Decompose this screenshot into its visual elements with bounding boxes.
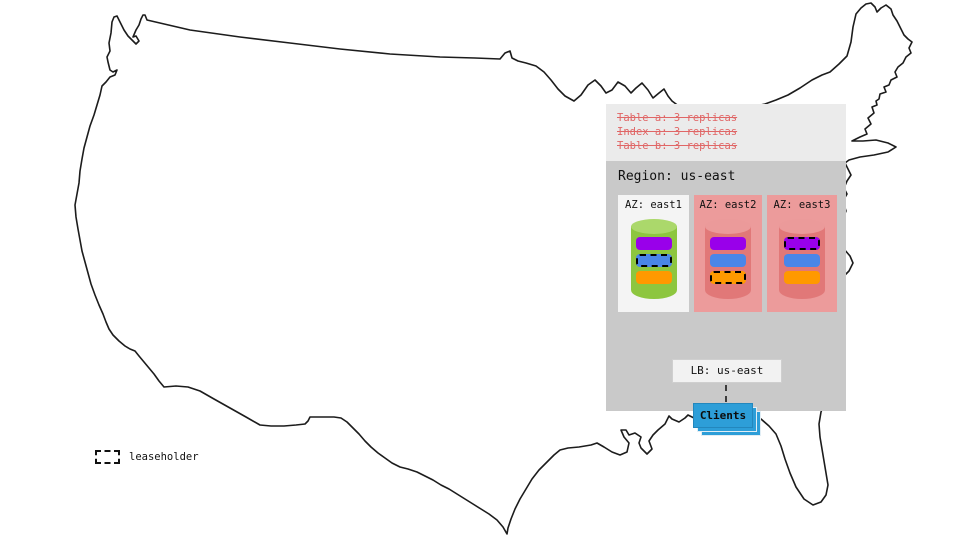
database-cylinder-east3 bbox=[779, 219, 825, 299]
cylinder-top-ellipse bbox=[779, 219, 825, 234]
policy-line-table-a: Table a: 3 replicas bbox=[617, 112, 738, 124]
replica-list-east2 bbox=[710, 237, 746, 284]
load-balancer-box: LB: us-east bbox=[672, 359, 782, 383]
clients-box: Clients bbox=[693, 403, 753, 428]
legend: leaseholder bbox=[95, 450, 199, 464]
region-overlay-panel: Table a: 3 replicas Index a: 3 replicas … bbox=[606, 104, 846, 436]
az-label-east2: AZ: east2 bbox=[699, 199, 757, 211]
database-cylinder-east1 bbox=[630, 219, 677, 299]
database-cylinder-east2 bbox=[705, 219, 751, 299]
az-box-east1: AZ: east1 bbox=[618, 195, 689, 312]
policy-line-table-b: Table b: 3 replicas bbox=[617, 140, 738, 152]
replica-list-east1 bbox=[635, 237, 672, 284]
cylinder-top-ellipse bbox=[630, 219, 677, 234]
leaseholder-swatch-icon bbox=[95, 450, 120, 464]
replica-blue bbox=[784, 254, 820, 267]
replica-orange bbox=[635, 271, 672, 284]
replication-policies-panel: Table a: 3 replicas Index a: 3 replicas … bbox=[606, 104, 846, 161]
az-label-east3: AZ: east3 bbox=[773, 199, 831, 211]
replica-blue bbox=[710, 254, 746, 267]
az-box-east3: AZ: east3 bbox=[767, 195, 837, 312]
replica-purple-leaseholder bbox=[784, 237, 820, 250]
replica-orange bbox=[784, 271, 820, 284]
region-panel: Region: us-east AZ: east1 AZ: east2 bbox=[606, 161, 846, 436]
replica-orange-leaseholder bbox=[710, 271, 746, 284]
clients-stack: Clients bbox=[693, 403, 769, 443]
az-label-east1: AZ: east1 bbox=[625, 199, 682, 211]
legend-label: leaseholder bbox=[129, 451, 199, 463]
replica-blue-leaseholder bbox=[635, 254, 672, 267]
replica-list-east3 bbox=[784, 237, 820, 284]
replica-purple bbox=[635, 237, 672, 250]
replica-purple bbox=[710, 237, 746, 250]
region-title: Region: us-east bbox=[618, 169, 736, 184]
policy-line-index-a: Index a: 3 replicas bbox=[617, 126, 738, 138]
az-box-east2: AZ: east2 bbox=[694, 195, 762, 312]
lb-clients-dashed-connector bbox=[725, 385, 727, 402]
cylinder-top-ellipse bbox=[705, 219, 751, 234]
